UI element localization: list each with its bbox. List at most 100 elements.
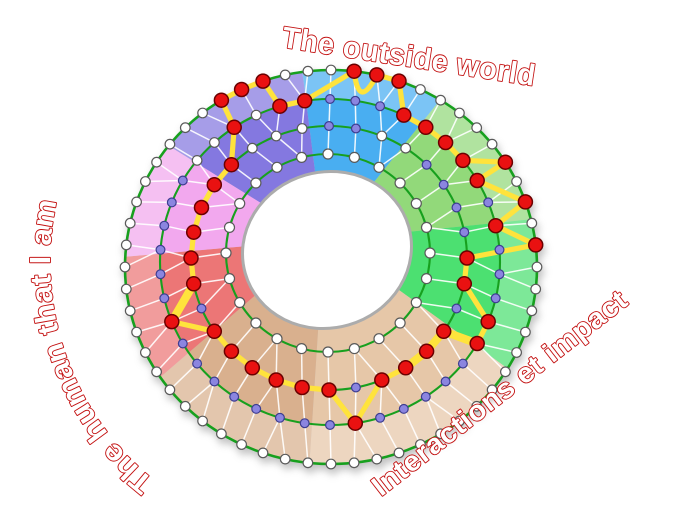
red-path-node[interactable] (223, 343, 240, 360)
wheel-node[interactable] (197, 415, 209, 427)
wheel-node[interactable] (420, 221, 433, 233)
red-path-node[interactable] (374, 372, 390, 388)
red-path-node[interactable] (469, 335, 485, 352)
wheel-node[interactable] (192, 358, 203, 369)
wheel-node[interactable] (155, 244, 166, 255)
wheel-node[interactable] (296, 343, 308, 355)
wheel-node[interactable] (483, 197, 494, 208)
red-path-node[interactable] (296, 93, 313, 109)
wheel-node[interactable] (229, 391, 240, 402)
wheel-node[interactable] (415, 439, 426, 450)
wheel-node[interactable] (223, 221, 236, 233)
wheel-node[interactable] (191, 154, 203, 166)
wheel-node[interactable] (120, 239, 132, 251)
wheel-node[interactable] (531, 261, 543, 273)
wheel-node[interactable] (486, 384, 498, 396)
wheel-node[interactable] (119, 261, 131, 273)
wheel-node[interactable] (196, 303, 207, 314)
red-path-node[interactable] (244, 360, 261, 376)
red-path-node[interactable] (455, 152, 471, 169)
wheel-node[interactable] (220, 247, 232, 259)
wheel-node[interactable] (494, 244, 505, 255)
red-path-node[interactable] (437, 134, 454, 151)
wheel-node[interactable] (373, 161, 385, 173)
wheel-node[interactable] (166, 197, 177, 208)
red-path-node[interactable] (418, 119, 434, 136)
wheel-node[interactable] (179, 400, 191, 412)
red-path-node[interactable] (480, 313, 496, 330)
wheel-node[interactable] (373, 333, 385, 345)
wheel-node[interactable] (375, 412, 386, 423)
wheel-node[interactable] (415, 84, 426, 95)
wheel-node[interactable] (410, 296, 422, 309)
wheel-node[interactable] (164, 138, 176, 150)
wheel-node[interactable] (410, 197, 422, 210)
red-path-node[interactable] (272, 98, 288, 114)
wheel-node[interactable] (257, 447, 269, 459)
wheel-node[interactable] (139, 347, 151, 358)
red-path-node[interactable] (213, 92, 230, 108)
red-path-node[interactable] (268, 372, 284, 388)
wheel-node[interactable] (471, 400, 483, 412)
wheel-node[interactable] (215, 428, 227, 440)
wheel-node[interactable] (420, 273, 433, 285)
wheel-node[interactable] (302, 65, 314, 77)
red-path-node[interactable] (183, 250, 199, 266)
wheel-node[interactable] (155, 269, 166, 280)
wheel-node[interactable] (526, 305, 538, 317)
wheel-node[interactable] (325, 420, 336, 431)
wheel-node[interactable] (375, 101, 386, 112)
wheel-node[interactable] (250, 317, 262, 329)
wheel-node[interactable] (325, 64, 337, 76)
wheel-node[interactable] (451, 303, 462, 314)
wheel-node[interactable] (348, 151, 360, 163)
wheel-node[interactable] (398, 403, 409, 414)
wheel-node[interactable] (348, 343, 360, 355)
wheel-node[interactable] (139, 176, 151, 187)
wheel-node[interactable] (124, 217, 136, 229)
wheel-node[interactable] (179, 122, 191, 134)
wheel-node[interactable] (394, 317, 406, 329)
wheel-node[interactable] (324, 120, 335, 131)
red-path-node[interactable] (347, 415, 364, 431)
wheel-node[interactable] (177, 338, 188, 349)
wheel-node[interactable] (151, 156, 163, 168)
wheel-node[interactable] (279, 453, 291, 465)
wheel-node[interactable] (250, 177, 262, 189)
red-path-node[interactable] (294, 379, 310, 396)
wheel-node[interactable] (223, 273, 236, 285)
wheel-node[interactable] (296, 151, 308, 163)
wheel-node[interactable] (424, 247, 436, 259)
wheel-node[interactable] (271, 333, 283, 345)
red-path-node[interactable] (206, 176, 223, 193)
wheel-node[interactable] (438, 179, 449, 190)
red-path-node[interactable] (456, 276, 473, 292)
wheel-node[interactable] (246, 142, 258, 154)
wheel-node[interactable] (251, 403, 262, 414)
red-path-node[interactable] (233, 81, 250, 98)
wheel-node[interactable] (530, 283, 542, 295)
wheel-node[interactable] (131, 326, 143, 338)
red-path-node[interactable] (435, 323, 452, 340)
wheel-node[interactable] (209, 376, 220, 387)
wheel-node[interactable] (234, 197, 246, 210)
wheel-node[interactable] (296, 123, 308, 134)
wheel-node[interactable] (400, 142, 412, 154)
wheel-node[interactable] (440, 376, 451, 387)
wheel-node[interactable] (376, 130, 388, 142)
wheel-node[interactable] (274, 412, 285, 423)
red-path-node[interactable] (321, 382, 337, 398)
red-path-node[interactable] (487, 217, 504, 234)
wheel-node[interactable] (421, 159, 432, 170)
red-path-node[interactable] (517, 194, 534, 210)
wheel-node[interactable] (500, 366, 511, 378)
wheel-node[interactable] (159, 220, 170, 231)
red-path-node[interactable] (185, 276, 202, 292)
wheel-node[interactable] (348, 457, 360, 469)
wheel-node[interactable] (322, 346, 334, 358)
wheel-node[interactable] (350, 123, 361, 134)
wheel-node[interactable] (279, 69, 291, 81)
wheel-node[interactable] (520, 326, 531, 338)
wheel-node[interactable] (124, 305, 136, 317)
red-path-node[interactable] (185, 224, 202, 240)
